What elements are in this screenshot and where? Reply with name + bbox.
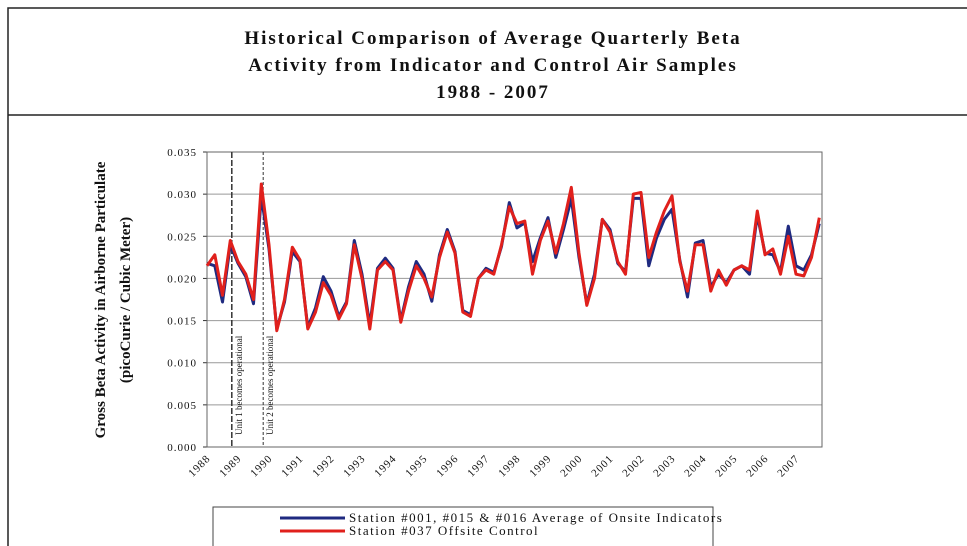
x-tick-label: 1989 bbox=[217, 453, 244, 480]
y-tick-label: 0.010 bbox=[167, 358, 197, 370]
x-tick-label: 1991 bbox=[279, 453, 306, 480]
x-tick-label: 2002 bbox=[620, 453, 647, 480]
x-tick-label: 1996 bbox=[434, 453, 461, 480]
legend bbox=[212, 506, 714, 546]
x-tick-label: 2006 bbox=[744, 453, 771, 480]
plot-area bbox=[206, 151, 823, 448]
x-tick-label: 1995 bbox=[403, 453, 430, 480]
y-tick-label: 0.015 bbox=[167, 316, 197, 328]
y-tick-label: 0.035 bbox=[167, 147, 197, 159]
y-tick-label: 0.020 bbox=[167, 273, 197, 285]
legend-label: Station #037 Offsite Control bbox=[349, 523, 539, 538]
chart-title: Historical Comparison of Average Quarter… bbox=[244, 28, 741, 49]
x-tick-label: 1998 bbox=[496, 453, 523, 480]
x-tick-label: 1988 bbox=[186, 453, 213, 480]
x-tick-label: 1999 bbox=[527, 453, 554, 480]
x-tick-label: 1994 bbox=[372, 453, 399, 480]
frame bbox=[7, 7, 967, 546]
x-tick-label: 2005 bbox=[713, 453, 740, 480]
y-axis-label: (picoCurie / Cubic Meter) bbox=[118, 217, 134, 383]
y-axis-label: Gross Beta Activity in Airborne Particul… bbox=[93, 161, 109, 438]
x-tick-label: 1990 bbox=[248, 453, 275, 480]
series-line bbox=[205, 182, 821, 333]
legend-label: Station #001, #015 & #016 Average of Ons… bbox=[349, 510, 723, 525]
x-tick-label: 2001 bbox=[589, 453, 616, 480]
y-tick-label: 0.000 bbox=[167, 442, 197, 454]
chart-title: Activity from Indicator and Control Air … bbox=[248, 55, 738, 76]
x-tick-label: 2007 bbox=[775, 453, 802, 480]
y-tick-label: 0.005 bbox=[167, 400, 197, 412]
annotation: Unit 1 becomes operational bbox=[234, 335, 244, 435]
y-tick-label: 0.025 bbox=[167, 231, 197, 243]
x-tick-label: 1997 bbox=[465, 453, 492, 480]
x-tick-label: 1992 bbox=[310, 453, 337, 480]
chart-title: 1988 - 2007 bbox=[436, 82, 550, 103]
x-tick-label: 2003 bbox=[651, 453, 678, 480]
x-tick-label: 1993 bbox=[341, 453, 368, 480]
x-tick-label: 2000 bbox=[558, 453, 585, 480]
y-tick-label: 0.030 bbox=[167, 189, 197, 201]
annotation: Unit 2 becomes operational bbox=[265, 335, 275, 435]
x-tick-label: 2004 bbox=[682, 453, 709, 480]
